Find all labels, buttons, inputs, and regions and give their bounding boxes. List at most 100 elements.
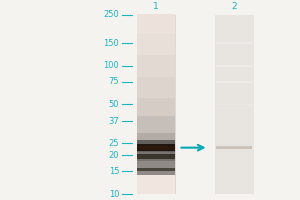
Bar xyxy=(137,157,175,158)
Bar xyxy=(137,38,175,40)
Bar xyxy=(137,119,175,121)
Text: 10: 10 xyxy=(109,190,119,199)
Bar xyxy=(137,149,175,151)
Bar xyxy=(137,31,175,33)
Bar xyxy=(137,28,175,30)
Text: 100: 100 xyxy=(103,61,119,70)
Bar xyxy=(137,83,175,85)
Bar xyxy=(137,19,175,21)
Bar xyxy=(136,15,176,194)
Bar xyxy=(137,164,175,166)
Bar xyxy=(137,53,175,55)
Bar xyxy=(137,82,175,83)
Bar xyxy=(137,74,175,76)
Bar xyxy=(137,55,175,57)
Bar xyxy=(137,104,175,106)
Bar xyxy=(137,148,175,149)
Bar xyxy=(214,15,254,194)
Text: 150: 150 xyxy=(103,39,119,48)
Bar xyxy=(137,76,175,77)
Bar xyxy=(137,144,175,151)
Bar xyxy=(137,35,175,37)
Bar xyxy=(137,43,175,45)
Text: 1: 1 xyxy=(153,2,159,11)
Bar xyxy=(137,130,175,131)
Bar xyxy=(137,86,175,88)
Bar xyxy=(137,94,175,95)
Bar xyxy=(137,143,175,145)
Bar xyxy=(137,41,175,43)
Bar xyxy=(137,137,175,139)
Bar xyxy=(137,79,175,80)
Bar xyxy=(137,71,175,73)
Bar xyxy=(137,68,175,70)
Bar xyxy=(137,98,175,100)
Bar xyxy=(216,81,252,83)
Bar xyxy=(137,179,175,181)
Bar xyxy=(137,192,175,194)
Bar xyxy=(137,162,175,164)
Bar xyxy=(137,173,175,175)
Text: 250: 250 xyxy=(103,10,119,19)
Bar xyxy=(137,136,175,137)
Text: 2: 2 xyxy=(231,2,237,11)
Bar xyxy=(138,146,174,149)
Bar xyxy=(137,182,175,184)
Bar xyxy=(137,168,175,171)
Bar xyxy=(137,97,175,98)
Bar xyxy=(137,85,175,86)
Bar xyxy=(137,180,175,182)
Bar xyxy=(137,44,175,46)
Text: 75: 75 xyxy=(109,77,119,86)
Bar xyxy=(137,46,175,48)
Bar xyxy=(137,100,175,101)
Text: 20: 20 xyxy=(109,151,119,160)
Bar xyxy=(137,25,175,27)
Bar xyxy=(137,88,175,89)
Bar xyxy=(137,118,175,119)
Bar xyxy=(137,64,175,66)
Bar xyxy=(137,23,175,25)
Bar xyxy=(137,121,175,122)
Bar xyxy=(137,158,175,160)
Bar xyxy=(137,128,175,130)
Bar xyxy=(137,131,175,133)
Bar xyxy=(137,62,175,64)
Bar xyxy=(137,176,175,178)
Bar xyxy=(216,104,252,105)
Bar xyxy=(137,170,175,172)
Bar xyxy=(137,95,175,97)
Bar xyxy=(137,183,175,185)
Bar xyxy=(137,125,175,127)
Text: 37: 37 xyxy=(108,117,119,126)
Bar xyxy=(137,22,175,24)
Bar xyxy=(137,107,175,109)
Bar xyxy=(137,37,175,39)
Bar xyxy=(137,56,175,58)
Bar xyxy=(137,124,175,125)
Bar xyxy=(137,168,175,170)
Bar xyxy=(137,91,175,92)
Bar xyxy=(137,122,175,124)
Bar xyxy=(137,101,175,103)
Bar xyxy=(137,133,175,134)
Bar xyxy=(137,61,175,63)
Bar xyxy=(137,174,175,176)
Bar xyxy=(137,113,175,115)
Bar xyxy=(137,115,175,116)
Bar xyxy=(137,59,175,61)
Bar xyxy=(137,52,175,54)
Bar xyxy=(137,160,175,161)
Bar xyxy=(216,42,252,44)
Bar xyxy=(137,140,175,142)
Bar xyxy=(137,65,175,67)
Bar xyxy=(137,106,175,107)
Bar xyxy=(137,189,175,191)
Bar xyxy=(137,177,175,179)
Bar xyxy=(137,161,175,163)
Bar xyxy=(137,191,175,193)
Bar xyxy=(137,134,175,136)
Bar xyxy=(137,49,175,51)
Bar xyxy=(137,14,175,16)
Bar xyxy=(137,167,175,169)
